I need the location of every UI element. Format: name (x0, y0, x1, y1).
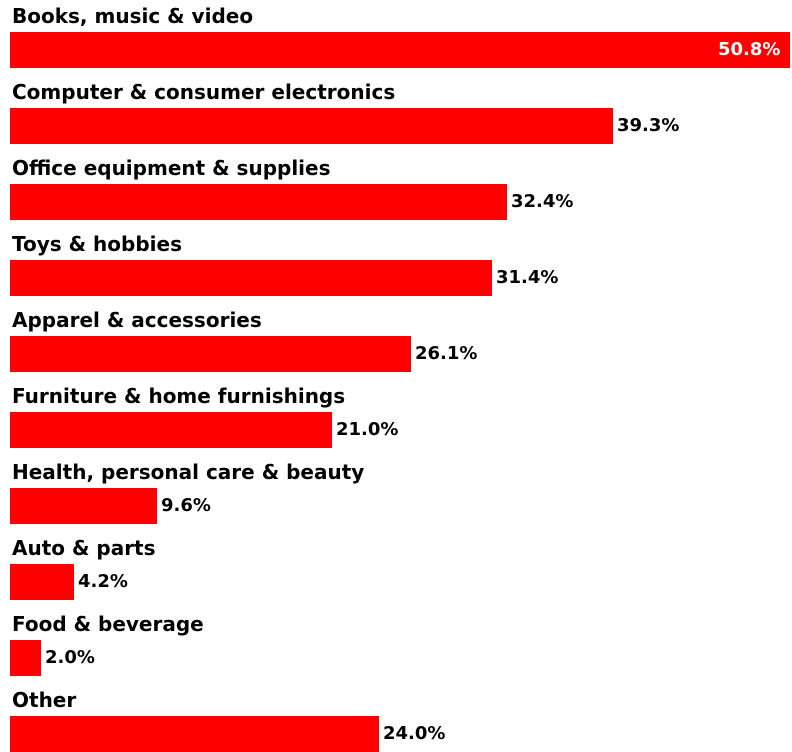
value-label: 9.6% (161, 495, 211, 516)
bar (10, 564, 74, 600)
bar (10, 108, 613, 144)
category-label: Furniture & home furnishings (12, 384, 346, 408)
bar (10, 336, 411, 372)
category-label: Food & beverage (12, 612, 204, 636)
category-label: Health, personal care & beauty (12, 460, 365, 484)
category-label: Office equipment & supplies (12, 156, 331, 180)
value-label: 32.4% (511, 191, 574, 212)
bar (10, 260, 492, 296)
bar (10, 184, 507, 220)
value-label: 24.0% (383, 723, 446, 744)
bar (10, 488, 157, 524)
value-label: 31.4% (496, 267, 559, 288)
value-label: 2.0% (45, 647, 95, 668)
bar (10, 32, 790, 68)
value-label: 21.0% (336, 419, 399, 440)
category-label: Computer & consumer electronics (12, 80, 396, 104)
value-label: 26.1% (415, 343, 478, 364)
category-label: Toys & hobbies (12, 232, 182, 256)
value-label: 39.3% (617, 115, 680, 136)
bar (10, 412, 332, 448)
value-label: 4.2% (78, 571, 128, 592)
bar (10, 640, 41, 676)
category-label: Auto & parts (12, 536, 156, 560)
category-label: Apparel & accessories (12, 308, 262, 332)
value-label: 50.8% (718, 39, 781, 60)
category-label: Other (12, 688, 77, 712)
category-label: Books, music & video (12, 4, 254, 28)
bar (10, 716, 379, 752)
